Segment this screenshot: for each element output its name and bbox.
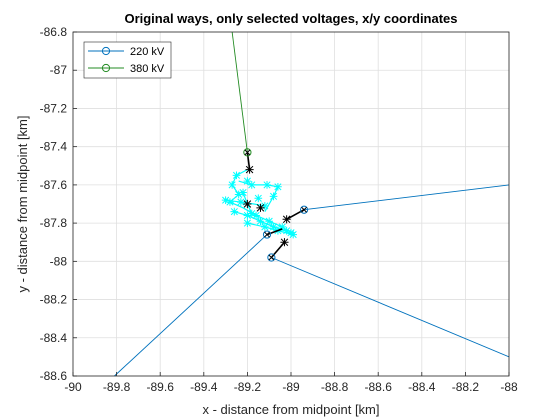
substation-marker [228,181,236,189]
series-line-220kv [304,184,510,211]
legend-box [83,41,172,79]
x-tick-label: -88.2 [452,380,480,394]
series-marker-380kv [243,148,252,157]
x-tick-label: -88 [500,380,518,394]
substation-marker [243,177,252,185]
substation-marker [269,223,278,231]
series-marker-220kv [262,230,272,239]
substation-marker [243,219,252,227]
connection-line [266,228,283,236]
connection-marker [245,165,254,174]
series-line-220kv [271,257,510,358]
x-tick-label: -90 [64,380,82,394]
series-marker-cross-220kv [268,254,275,261]
x-axis-label: x - distance from midpoint [km] [203,402,380,417]
substation-marker [261,202,269,210]
connection-marker [280,238,289,247]
y-tick-label: -86.8 [40,25,68,39]
series-marker-220kv [299,205,309,214]
connection-marker [256,203,265,212]
substation-marker [265,217,274,226]
x-tick-label: -89.4 [190,380,218,394]
series-line-380kv [231,31,248,153]
series-marker-cross-220kv [264,231,270,238]
y-tick-label: -88.6 [40,369,68,383]
substation-marker [243,211,252,220]
y-tick-label: -87.2 [40,101,68,115]
x-tick-label: -89.2 [234,380,262,394]
legend-label-380kv: 380 kV [130,63,165,75]
substation-marker [274,182,282,191]
substation-marker [252,211,260,220]
x-tick-label: -88.8 [321,380,349,394]
y-tick-label: -87 [50,63,68,77]
y-tick-label: -87.6 [40,178,68,192]
legend-marker-220kv [101,46,111,56]
series-marker-220kv [267,253,276,262]
substation-marker [234,190,243,199]
chart-title: Original ways, only selected voltages, x… [124,11,457,26]
y-tick-label: -87.4 [40,140,68,154]
x-tick-label: -88.6 [365,380,393,394]
series-marker-cross-380kv [244,149,251,156]
substation-marker [237,198,245,206]
connection-marker [282,215,291,224]
substation-marker [278,223,287,231]
substation-marker [269,192,278,201]
y-tick-label: -88 [50,254,68,268]
x-tick-label: -89.6 [147,380,175,394]
substation-marker [232,171,241,180]
substation-marker [254,194,263,203]
x-tick-label: -88.4 [408,380,436,394]
substation-marker [230,207,239,216]
y-tick-label: -87.8 [40,216,68,230]
series-line-220kv [114,234,268,377]
data-layer [114,31,510,377]
axis-ticks: -90 -89.8 -89.6 -89.4 -89.2 -89 -88.8 -88.6 -88.… [40,25,518,394]
legend-label-220kv: 220 kV [130,46,165,58]
legend-marker-380kv [101,63,111,73]
series-marker-cross-220kv [301,206,307,213]
substation-marker [247,209,256,218]
substation-marker [261,223,269,231]
substation-marker [263,181,271,189]
substation-marker [221,196,230,205]
y-tick-label: -88.4 [40,331,68,345]
substation-marker [282,226,291,235]
x-tick-label: -89 [282,380,300,394]
substation-marker [239,188,247,197]
substation-marker [256,217,265,226]
connection-marker [243,199,252,209]
y-tick-label: -88.2 [40,293,68,307]
substation-marker [247,181,256,189]
substation-marker [289,230,298,239]
y-axis-label: y - distance from midpoint [km] [15,116,30,293]
substation-marker [226,198,234,206]
x-tick-label: -89.8 [103,380,131,394]
legend: 220 kV 380 kV [83,41,172,79]
